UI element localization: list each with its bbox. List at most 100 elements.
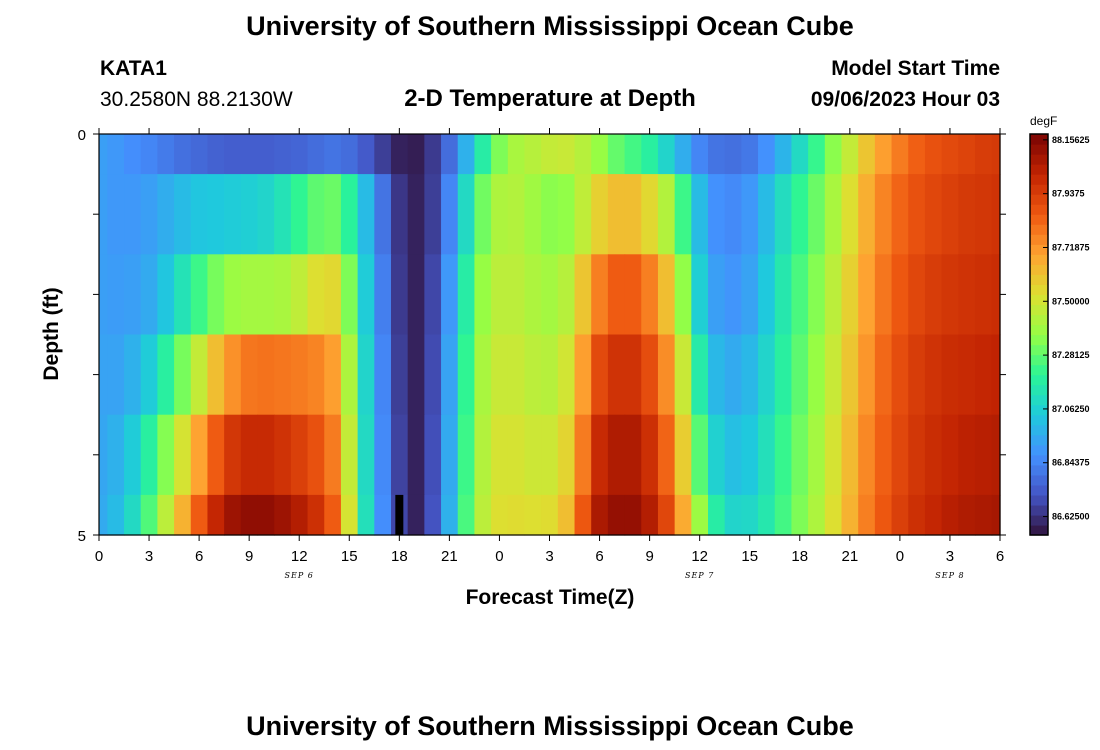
heatmap-cell [407, 494, 425, 536]
heatmap-cell [424, 174, 442, 255]
y-axis-title: Depth (ft) [40, 287, 63, 380]
colorbar-swatch [1030, 174, 1048, 185]
heatmap-cell [741, 254, 759, 336]
x-tick-label: 18 [791, 548, 808, 565]
heatmap-cell [357, 414, 375, 496]
heatmap-cell [507, 134, 526, 175]
heatmap-cell [824, 134, 843, 175]
heatmap-cell [340, 334, 359, 416]
heatmap-cell [474, 414, 492, 496]
heatmap-cell [758, 334, 776, 416]
heatmap-cell [774, 334, 793, 416]
heatmap-cell [407, 254, 425, 336]
heatmap-cell [824, 494, 843, 536]
heatmap-cell [207, 134, 225, 175]
heatmap-cell [991, 134, 1001, 175]
heatmap-cell [874, 174, 893, 255]
heatmap-cell [591, 494, 609, 536]
heatmap-cell [374, 334, 392, 416]
colorbar-frame [1029, 133, 1049, 536]
heatmap-cell [274, 174, 292, 255]
current-time-marker [395, 494, 404, 535]
heatmap-cell [941, 134, 959, 175]
heatmap-cell [307, 254, 325, 336]
heatmap-cell [457, 134, 476, 175]
heatmap-cell [274, 414, 292, 496]
heatmap-cell [524, 174, 542, 255]
colorbar-swatch [1030, 424, 1048, 436]
heatmap-cell [574, 414, 592, 496]
marker-layer [395, 494, 404, 535]
heatmap-cell [441, 494, 459, 536]
heatmap-cell [240, 254, 259, 336]
heatmap-cell [240, 334, 259, 416]
heatmap-cell [340, 414, 359, 496]
heatmap-cell [908, 414, 926, 496]
heatmap-cell [307, 414, 325, 496]
colorbar-swatch [1030, 384, 1048, 396]
heatmap-cell [724, 174, 742, 255]
heatmap-cell [224, 174, 242, 255]
heatmap-cell [924, 494, 943, 536]
heatmap-cell [958, 494, 976, 536]
heatmap-cell [257, 174, 275, 255]
heatmap-cell [991, 494, 1001, 536]
heatmap-cell [874, 254, 893, 336]
heatmap-cell [390, 254, 409, 336]
heatmap-cell [240, 174, 259, 255]
colorbar-tick-label: 86.62500 [1052, 512, 1090, 522]
heatmap-cell [874, 414, 893, 496]
heatmap-cell [758, 414, 776, 496]
heatmap-cell [157, 494, 175, 536]
colorbar-swatch [1030, 214, 1048, 225]
heatmap-cell [190, 254, 209, 336]
heatmap-cell [357, 254, 375, 336]
heatmap-cell [457, 174, 476, 255]
heatmap-cell [774, 174, 793, 255]
heatmap-cell [691, 334, 709, 416]
heatmap-cell [374, 174, 392, 255]
heatmap-cell [624, 254, 642, 336]
heatmap-cell [974, 334, 993, 416]
heatmap-cell [607, 254, 626, 336]
heatmap-cell [357, 494, 375, 536]
x-axis: 0 3 6 9 12 15 18 21 0 3 6 9 12 15 18 21 0 3 6 SEP 6 SEP 7 SEP… [95, 128, 1004, 580]
heatmap-cell [874, 134, 893, 175]
heatmap-cell [491, 334, 509, 416]
heatmap-cell [290, 334, 309, 416]
heatmap-cell [441, 134, 459, 175]
heatmap-cell [741, 174, 759, 255]
heatmap-cell [758, 134, 776, 175]
colorbar-swatch [1030, 164, 1048, 175]
heatmap-cell [290, 414, 309, 496]
heatmap-cell [691, 494, 709, 536]
heatmap-cell [140, 134, 158, 175]
heatmap-cell [874, 334, 893, 416]
heatmap-cell [124, 414, 142, 496]
heatmap-cell [107, 334, 125, 416]
heatmap-cell [591, 174, 609, 255]
heatmap-cell [607, 494, 626, 536]
heatmap-cell [908, 134, 926, 175]
heatmap-cell [390, 134, 409, 175]
x-tick-label: 3 [946, 548, 954, 565]
heatmap-cell [491, 494, 509, 536]
heatmap-cell [424, 334, 442, 416]
heatmap-cell [841, 414, 859, 496]
heatmap-cell [908, 174, 926, 255]
heatmap-cell [424, 414, 442, 496]
heatmap-cell [140, 254, 158, 336]
heatmap-cell [207, 414, 225, 496]
station-location: 30.2580N 88.2130W [100, 88, 293, 111]
heatmap-cell [924, 334, 943, 416]
heatmap-cell [157, 174, 175, 255]
colorbar-unit: degF [1030, 114, 1057, 128]
heatmap-cell [190, 174, 209, 255]
heatmap-cell [708, 334, 726, 416]
heatmap-cell [174, 134, 192, 175]
heatmap-cell [99, 134, 108, 175]
heatmap-cell [974, 134, 993, 175]
heatmap-cell [157, 334, 175, 416]
heatmap-cell [374, 494, 392, 536]
heatmap-cell [541, 334, 559, 416]
